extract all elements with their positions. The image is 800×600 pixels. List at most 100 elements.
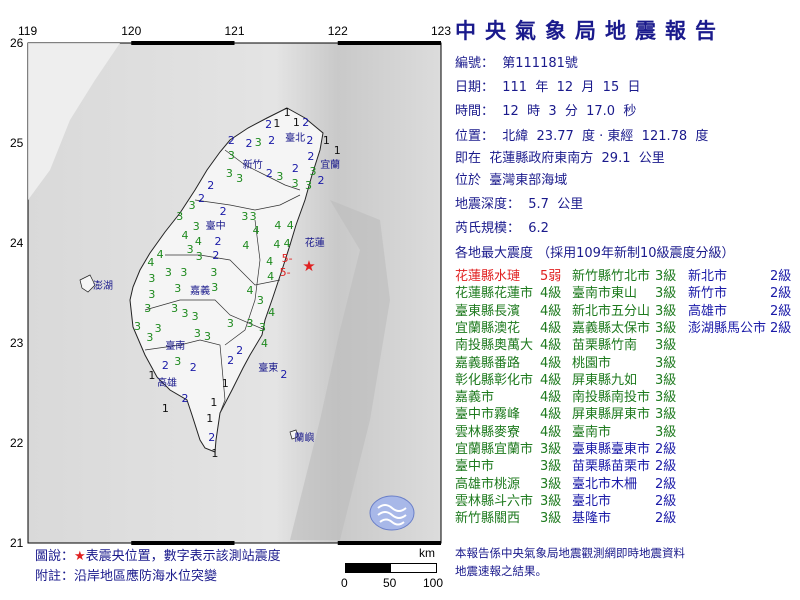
station-name: 桃園市 bbox=[572, 355, 612, 371]
station-intensity-level: 3級 bbox=[655, 303, 677, 319]
station-name: 嘉義市 bbox=[455, 390, 495, 406]
station-name: 臺東縣長濱 bbox=[455, 303, 521, 319]
city-label: 新竹 bbox=[243, 158, 263, 171]
station-intensity: 3 bbox=[227, 317, 234, 330]
station-intensity: 3 bbox=[255, 136, 262, 149]
penghu-island bbox=[79, 274, 96, 293]
station-intensity: 1 bbox=[206, 412, 213, 425]
report-title: 中央氣象局地震報告 bbox=[455, 19, 725, 43]
station-intensity: 2 bbox=[190, 361, 197, 374]
station-name: 嘉義縣番路 bbox=[455, 355, 521, 371]
station-intensity: 3 bbox=[187, 243, 194, 256]
station-intensity-level: 4級 bbox=[540, 407, 562, 423]
station-name: 花蓮縣花蓮市 bbox=[455, 286, 534, 302]
station-name: 高雄市 bbox=[688, 303, 728, 319]
station-intensity: 4 bbox=[274, 219, 281, 232]
station-intensity: 2 bbox=[220, 205, 227, 218]
station-intensity-level: 3級 bbox=[655, 286, 677, 302]
station-name: 基隆市 bbox=[572, 511, 612, 527]
scale-bar bbox=[345, 563, 437, 573]
lon-tick-label: 120 bbox=[121, 24, 142, 38]
station-intensity: 3 bbox=[196, 250, 203, 263]
city-label: 宜蘭 bbox=[320, 158, 340, 171]
station-intensity: 2 bbox=[162, 359, 169, 372]
station-name: 花蓮縣水璉 bbox=[455, 269, 521, 284]
station-name: 彰化縣彰化市 bbox=[455, 372, 534, 388]
station-name: 屏東縣九如 bbox=[572, 372, 638, 388]
footnote-line-2: 地震速報之結果。 bbox=[455, 564, 547, 578]
station-intensity: 3 bbox=[226, 167, 233, 180]
station-intensity: 4 bbox=[284, 237, 291, 250]
city-label: 高雄 bbox=[157, 376, 177, 389]
station-intensity-level: 2級 bbox=[770, 303, 792, 319]
station-intensity: 2 bbox=[212, 249, 219, 262]
station-name: 新竹縣關西 bbox=[455, 511, 521, 527]
station-name: 南投縣奧萬大 bbox=[455, 338, 534, 354]
legend-text: 表震央位置，數字表示該測站震度 bbox=[85, 549, 281, 564]
station-intensity: 3 bbox=[180, 266, 187, 279]
footnote-line-1: 本報告係中央氣象局地震觀測網即時地震資料 bbox=[455, 546, 685, 560]
county-border bbox=[165, 254, 281, 286]
station-name: 新北市五分山 bbox=[572, 303, 651, 319]
station-intensity: 2 bbox=[228, 134, 235, 147]
station-name: 嘉義縣太保市 bbox=[572, 320, 651, 336]
station-intensity-level: 4級 bbox=[540, 303, 562, 319]
station-intensity: 2 bbox=[292, 162, 299, 175]
county-border bbox=[194, 194, 301, 211]
scale-label-0: 0 bbox=[341, 576, 348, 590]
station-name: 新北市 bbox=[688, 269, 728, 284]
station-intensity: 3 bbox=[189, 199, 196, 212]
city-label: 臺東 bbox=[258, 361, 278, 374]
station-name: 臺南市東山 bbox=[572, 286, 638, 302]
station-intensity: 4 bbox=[287, 219, 294, 232]
report-relative-location: 即在 花蓮縣政府東南方 29.1 公里 bbox=[455, 151, 665, 166]
station-intensity: 3 bbox=[155, 322, 162, 335]
station-intensity: 1 bbox=[334, 144, 341, 157]
scale-unit: km bbox=[419, 546, 435, 560]
city-label: 嘉義 bbox=[190, 284, 210, 297]
station-intensity-level: 2級 bbox=[655, 442, 677, 457]
station-intensity: 2 bbox=[236, 344, 243, 357]
station-intensity: 5- bbox=[280, 266, 291, 279]
station-name: 臺北市木柵 bbox=[572, 476, 638, 492]
lat-tick-label: 23 bbox=[10, 336, 24, 350]
map-frame-scale bbox=[131, 41, 441, 545]
city-label: 蘭嶼 bbox=[294, 431, 314, 444]
station-name: 臺東縣臺東市 bbox=[572, 442, 651, 457]
station-intensity-level: 4級 bbox=[540, 338, 562, 354]
frame-tick-bar bbox=[131, 541, 235, 545]
station-intensity-level: 3級 bbox=[655, 424, 677, 440]
station-intensity-level: 2級 bbox=[770, 320, 792, 336]
station-intensity: 3 bbox=[148, 288, 155, 301]
city-label: 臺中 bbox=[206, 219, 226, 232]
station-intensity-level: 3級 bbox=[540, 511, 562, 527]
report-location: 位置： 北緯 23.77 度 · 東經 121.78 度 bbox=[455, 129, 709, 144]
station-intensity: 3 bbox=[228, 149, 235, 162]
station-intensity: 2 bbox=[318, 174, 325, 187]
station-name: 新竹市 bbox=[688, 286, 728, 302]
lon-tick-label: 121 bbox=[224, 24, 245, 38]
station-intensity: 2 bbox=[181, 392, 188, 405]
station-intensity: 1 bbox=[148, 369, 155, 382]
station-intensity: 4 bbox=[268, 306, 275, 319]
lat-tick-label: 25 bbox=[10, 136, 24, 150]
station-intensity-level: 4級 bbox=[540, 355, 562, 371]
city-label: 臺南 bbox=[165, 339, 185, 352]
report-depth: 地震深度： 5.7 公里 bbox=[455, 197, 584, 212]
station-intensity-level: 4級 bbox=[540, 320, 562, 336]
frame-tick-bar bbox=[131, 41, 235, 45]
station-name: 苗栗縣苗栗市 bbox=[572, 459, 651, 475]
legend-prefix: 圖說： bbox=[35, 549, 75, 564]
station-intensity: 2 bbox=[266, 167, 273, 180]
county-border bbox=[144, 339, 226, 414]
station-intensity: 1 bbox=[273, 117, 280, 130]
county-border bbox=[224, 219, 261, 346]
station-intensity: 2 bbox=[302, 116, 309, 129]
station-intensity: 4 bbox=[195, 235, 202, 248]
station-name: 南投縣南投市 bbox=[572, 390, 651, 406]
station-intensity: 3 bbox=[241, 210, 248, 223]
station-intensity: 3 bbox=[174, 355, 181, 368]
station-intensity: 2 bbox=[265, 118, 272, 131]
station-intensity: 5- bbox=[282, 252, 293, 265]
